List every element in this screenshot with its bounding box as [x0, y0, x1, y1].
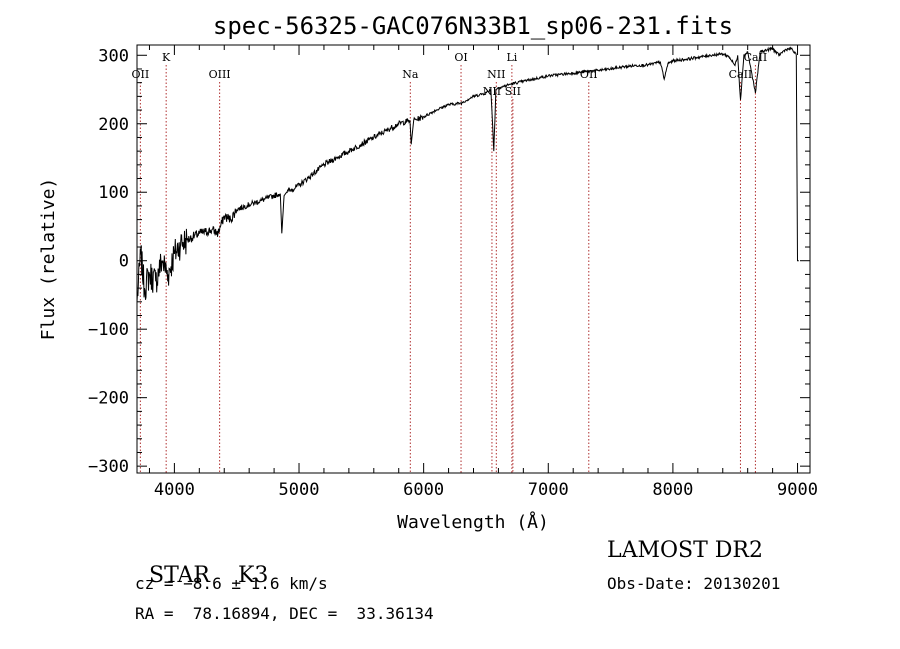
plot-frame [136, 44, 811, 474]
spectral-line-label-8: SII [505, 85, 521, 98]
spectral-line-label-1: OII [132, 68, 150, 81]
cz-value: cz = −8.6 ± 1.6 km/s [135, 574, 328, 593]
y-tick-label: 100 [98, 183, 129, 203]
x-tick-label: 6000 [403, 480, 444, 500]
spectral-line-label-10: CaII [729, 68, 753, 81]
y-tick-label: −100 [88, 320, 129, 340]
spectral-line-label-4: OI [454, 51, 467, 64]
y-tick-label: 200 [98, 115, 129, 135]
x-tick-label: 4000 [154, 480, 195, 500]
y-tick-label: 0 [119, 252, 129, 272]
x-tick-label: 9000 [777, 480, 818, 500]
x-axis-label: Wavelength (Å) [397, 511, 549, 533]
x-tick-label: 8000 [652, 480, 693, 500]
obs-date: Obs-Date: 20130201 [607, 574, 781, 593]
y-tick-label: −200 [88, 389, 129, 409]
ra-dec: RA = 78.16894, DEC = 33.36134 [135, 604, 434, 623]
spectral-line-label-2: OIII [209, 68, 231, 81]
y-tick-label: 300 [98, 46, 129, 66]
spectrum-series-line [136, 46, 799, 302]
survey-label: LAMOST DR2 [607, 538, 763, 563]
y-axis-label: Flux (relative) [38, 178, 59, 341]
object-class: STAR K3 [135, 538, 268, 588]
spectral-line-label-7: Li [506, 51, 517, 64]
spectral-line-label-5: NII [483, 85, 501, 98]
subclass-label: K3 [237, 563, 269, 588]
spectral-line-label-6: NII [487, 68, 505, 81]
spectral-line-label-3: Na [402, 68, 419, 81]
chart-title: spec-56325-GAC076N33B1_sp06-231.fits [213, 12, 733, 40]
x-tick-label: 5000 [279, 480, 320, 500]
spectral-line-label-0: K [162, 51, 171, 64]
class-label: STAR [149, 563, 210, 588]
x-tick-label: 7000 [528, 480, 569, 500]
y-tick-label: −300 [88, 457, 129, 477]
axis-ticks: 4000 5000 6000 7000 8000 9000 −300 −200 −100 0 100… [88, 45, 818, 500]
